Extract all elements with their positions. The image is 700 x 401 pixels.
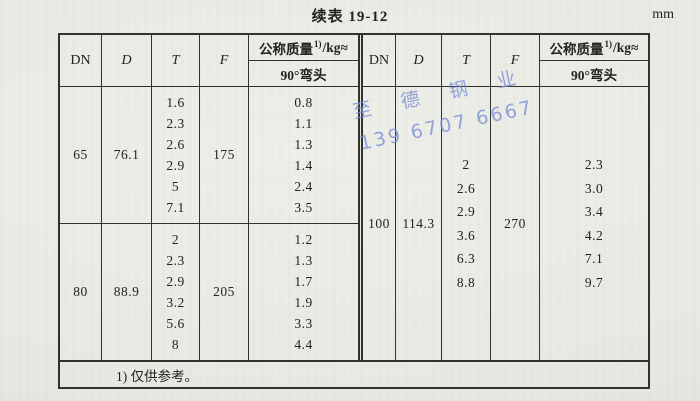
mass-value: 1.7 bbox=[294, 273, 313, 289]
mass-footnote-ref: 1) bbox=[314, 39, 322, 49]
t-value: 3.2 bbox=[166, 294, 185, 310]
t-value: 5.6 bbox=[166, 315, 185, 331]
t-column: 2 2.3 2.9 3.2 5.6 8 bbox=[152, 224, 200, 360]
left-header-row: DN D T F 公称质量 1)/kg≈ 90°弯头 bbox=[60, 35, 358, 87]
column-header-dn: DN bbox=[60, 35, 102, 86]
mass-value: 1.4 bbox=[294, 157, 313, 173]
table-left-half: DN D T F 公称质量 1)/kg≈ 90°弯头 65 76.1 bbox=[60, 35, 358, 360]
t-value: 3.6 bbox=[456, 227, 476, 243]
half-divider-double-rule bbox=[358, 35, 363, 360]
elbow-subheader: 90°弯头 bbox=[571, 67, 617, 83]
section-dn65: 65 76.1 1.6 2.3 2.6 2.9 5 7.1 175 0.8 bbox=[60, 87, 358, 224]
f-value: 205 bbox=[200, 224, 249, 360]
mass-header-unit: /kg≈ bbox=[613, 39, 639, 55]
d-value: 88.9 bbox=[102, 224, 152, 360]
t-value: 2.6 bbox=[456, 180, 476, 196]
mass-value: 3.4 bbox=[584, 204, 604, 219]
mass-value: 0.8 bbox=[294, 94, 313, 110]
column-header-f: F bbox=[491, 35, 540, 86]
mass-value: 9.7 bbox=[584, 274, 604, 290]
footnote-row: 1) 仅供参考。 bbox=[60, 360, 648, 387]
t-value: 2.3 bbox=[166, 115, 185, 131]
mass-value: 2.4 bbox=[294, 178, 313, 194]
mass-value: 4.2 bbox=[584, 227, 604, 243]
t-value: 5 bbox=[171, 178, 180, 194]
unit-label: mm bbox=[652, 7, 674, 22]
page-title: 续表 19-12 bbox=[311, 9, 389, 25]
mass-value: 3.3 bbox=[294, 315, 313, 331]
dn-value: 100 bbox=[363, 87, 396, 360]
mass-header-title: 公称质量 1)/kg≈ bbox=[540, 35, 648, 61]
column-header-mass: 公称质量 1)/kg≈ 90°弯头 bbox=[249, 35, 358, 86]
mass-value: 1.2 bbox=[294, 231, 313, 247]
mass-value: 3.0 bbox=[584, 180, 604, 196]
right-header-row: DN D T F 公称质量 1)/kg≈ 90°弯头 bbox=[363, 35, 648, 87]
right-body: 100 114.3 2 2.6 2.9 3.6 6.3 8.8 270 2.3 bbox=[363, 87, 648, 360]
column-header-t: T bbox=[152, 35, 200, 86]
d-value: 76.1 bbox=[102, 87, 152, 223]
t-value: 1.6 bbox=[166, 94, 185, 110]
column-header-d: D bbox=[396, 35, 442, 86]
mass-value: 7.1 bbox=[584, 251, 604, 266]
mass-header-text: 公称质量 bbox=[549, 41, 604, 57]
t-value: 6.3 bbox=[456, 251, 476, 266]
mass-value: 4.4 bbox=[294, 336, 313, 352]
mass-header-title: 公称质量 1)/kg≈ bbox=[249, 35, 358, 61]
t-value: 2.9 bbox=[166, 157, 185, 173]
dn-value: 80 bbox=[60, 224, 102, 360]
t-value: 7.1 bbox=[166, 199, 185, 215]
t-value: 2.3 bbox=[166, 252, 185, 268]
mass-footnote-ref: 1) bbox=[604, 39, 613, 49]
t-value: 2 bbox=[171, 231, 180, 247]
left-body: 65 76.1 1.6 2.3 2.6 2.9 5 7.1 175 0.8 bbox=[60, 87, 358, 360]
t-value: 2.6 bbox=[166, 136, 185, 152]
f-value: 270 bbox=[491, 87, 540, 360]
mass-header-text: 公称质量 bbox=[259, 41, 314, 57]
t-column: 1.6 2.3 2.6 2.9 5 7.1 bbox=[152, 87, 200, 223]
mass-value: 1.9 bbox=[294, 294, 313, 310]
section-dn100: 100 114.3 2 2.6 2.9 3.6 6.3 8.8 270 2.3 bbox=[363, 87, 648, 360]
mass-value: 1.1 bbox=[294, 115, 313, 131]
d-value: 114.3 bbox=[396, 87, 442, 360]
table-main: DN D T F 公称质量 1)/kg≈ 90°弯头 65 76.1 bbox=[60, 35, 648, 360]
column-header-d: D bbox=[102, 35, 152, 86]
mass-value: 2.3 bbox=[584, 157, 604, 172]
mass-value: 1.3 bbox=[294, 252, 313, 268]
mass-column: 2.3 3.0 3.4 4.2 7.1 9.7 bbox=[540, 87, 648, 360]
t-value: 2 bbox=[462, 157, 470, 172]
column-header-t: T bbox=[442, 35, 491, 86]
mass-value: 1.3 bbox=[294, 136, 313, 152]
f-value: 175 bbox=[200, 87, 249, 223]
mass-column: 0.8 1.1 1.3 1.4 2.4 3.5 bbox=[249, 87, 358, 223]
dn-value: 65 bbox=[60, 87, 102, 223]
mass-column: 1.2 1.3 1.7 1.9 3.3 4.4 bbox=[249, 224, 358, 360]
t-value: 8.8 bbox=[456, 274, 476, 290]
footnote-text: 1) 仅供参考。 bbox=[116, 368, 199, 384]
table-right-half: DN D T F 公称质量 1)/kg≈ 90°弯头 100 114.3 bbox=[363, 35, 648, 360]
t-value: 2.9 bbox=[456, 204, 476, 219]
t-column: 2 2.6 2.9 3.6 6.3 8.8 bbox=[442, 87, 491, 360]
mass-header-unit: /kg≈ bbox=[322, 39, 348, 55]
elbow-subheader: 90°弯头 bbox=[280, 67, 327, 83]
t-value: 8 bbox=[171, 336, 180, 352]
mass-value: 3.5 bbox=[294, 199, 313, 215]
section-dn80: 80 88.9 2 2.3 2.9 3.2 5.6 8 205 1.2 bbox=[60, 224, 358, 360]
column-header-f: F bbox=[200, 35, 249, 86]
column-header-dn: DN bbox=[363, 35, 396, 86]
column-header-mass: 公称质量 1)/kg≈ 90°弯头 bbox=[540, 35, 648, 86]
t-value: 2.9 bbox=[166, 273, 185, 289]
dimension-table: DN D T F 公称质量 1)/kg≈ 90°弯头 65 76.1 bbox=[58, 33, 650, 389]
